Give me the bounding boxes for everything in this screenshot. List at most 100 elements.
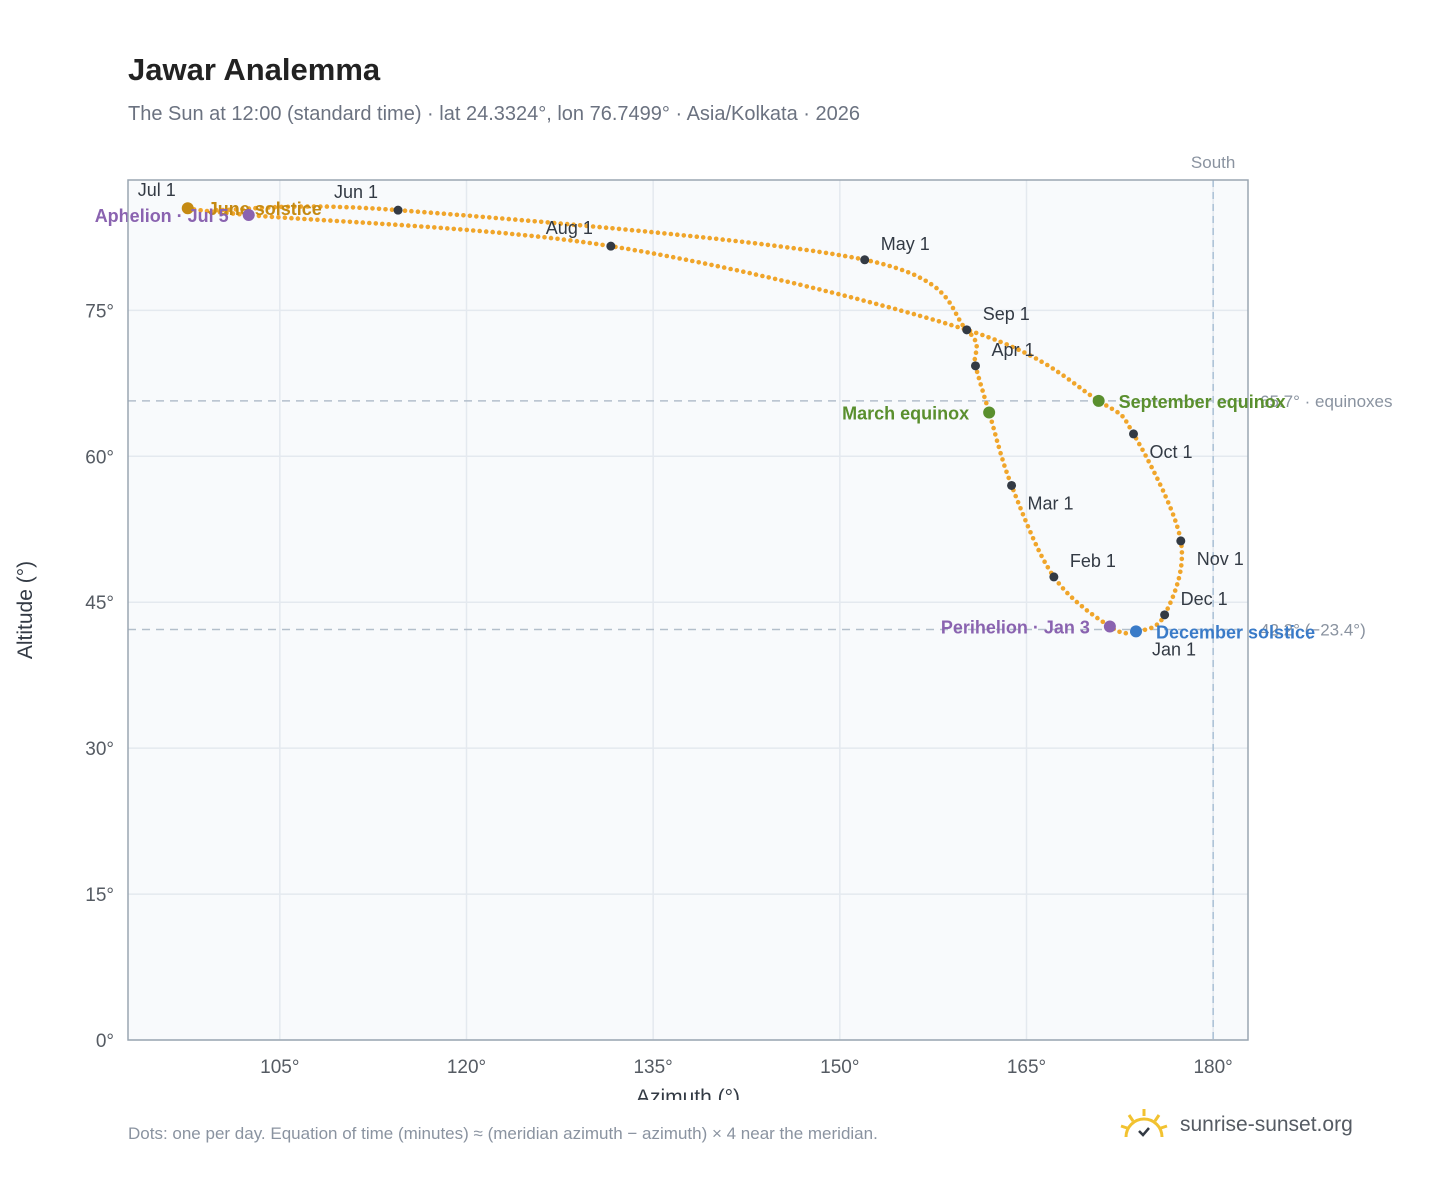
day-dot: [1033, 541, 1039, 547]
day-dot: [996, 444, 1002, 450]
day-dot: [1020, 512, 1026, 517]
day-dot: [670, 254, 676, 260]
x-tick-label: 135°: [633, 1057, 672, 1078]
day-dot: [1013, 493, 1018, 499]
day-dot: [464, 227, 470, 233]
day-dot: [709, 262, 714, 268]
y-tick-label: 75°: [85, 301, 114, 322]
day-dot: [1042, 559, 1047, 564]
day-dot: [726, 238, 732, 243]
day-dot: [383, 207, 388, 212]
day-dot: [1124, 419, 1129, 424]
day-dot: [616, 226, 622, 232]
analemma-chart: South 65.7° · equinoxes 42.2° (−23.4°) Jan…: [14, 153, 1393, 1100]
day-dot: [1065, 590, 1070, 596]
day-dot: [662, 231, 667, 236]
day-dot: [645, 250, 650, 255]
day-dot: [810, 285, 816, 291]
month-label: Jul 1: [138, 180, 176, 200]
day-dot: [830, 251, 835, 257]
day-dot: [1100, 619, 1106, 625]
day-dot: [1023, 518, 1028, 523]
day-dot: [577, 223, 583, 228]
event-dot: [1092, 394, 1105, 407]
day-dot: [370, 206, 375, 211]
day-dot: [905, 270, 911, 275]
day-dot: [953, 311, 959, 317]
day-dot: [989, 419, 995, 425]
day-dot: [855, 256, 861, 261]
day-dot: [535, 234, 541, 239]
day-dot: [490, 229, 496, 235]
day-dot: [298, 204, 304, 209]
day-dot: [519, 217, 525, 223]
day-dot: [886, 304, 892, 310]
day-dot: [1175, 524, 1180, 530]
day-dot: [778, 244, 784, 249]
event-label: Aphelion · Jul 5: [95, 206, 229, 226]
event-label: September equinox: [1119, 392, 1286, 412]
day-dot: [836, 252, 842, 258]
day-dot: [1146, 459, 1151, 464]
day-dot: [978, 382, 983, 387]
day-dot: [785, 279, 790, 285]
day-dot: [619, 245, 625, 251]
day-dot: [874, 260, 880, 265]
day-dot: [272, 204, 278, 210]
day-dot: [564, 221, 570, 227]
day-dot: [760, 273, 765, 279]
day-dot: [1055, 369, 1061, 375]
reference-line-label: 65.7° · equinoxes: [1260, 392, 1393, 411]
day-dot: [451, 226, 457, 232]
day-dot: [638, 249, 644, 254]
month-dot: [1176, 536, 1186, 546]
day-dot: [263, 214, 268, 219]
day-dot: [936, 319, 942, 324]
day-dot: [651, 251, 657, 256]
day-dot: [861, 298, 866, 303]
day-dot: [842, 293, 847, 299]
day-dot: [1179, 563, 1184, 568]
day-dot: [973, 330, 979, 336]
day-dot: [993, 432, 998, 437]
day-dot: [331, 204, 336, 210]
day-dot: [545, 220, 550, 225]
day-dot: [435, 210, 440, 216]
day-dot: [642, 229, 648, 234]
day-dot: [1154, 622, 1160, 627]
day-dot: [1087, 392, 1093, 398]
day-dot: [1095, 615, 1100, 621]
day-dot: [772, 243, 777, 248]
day-dot: [848, 295, 854, 300]
day-dot: [785, 245, 790, 250]
day-dot: [538, 219, 544, 225]
day-dot: [373, 221, 379, 226]
day-dot: [610, 226, 615, 231]
day-dot: [798, 282, 803, 288]
day-dot: [1045, 565, 1051, 570]
event-dot: [181, 202, 194, 215]
day-dot: [980, 388, 985, 393]
month-label: Sep 1: [983, 304, 1030, 324]
brand[interactable]: sunrise-sunset.org: [1118, 1100, 1353, 1150]
day-dot: [357, 205, 362, 210]
sunrise-logo-icon: [1120, 1109, 1168, 1138]
month-dot: [393, 205, 403, 215]
day-dot: [911, 311, 917, 317]
day-dot: [561, 237, 567, 242]
day-dot: [746, 240, 751, 245]
day-dot: [574, 238, 580, 244]
day-dot: [516, 232, 521, 237]
day-dot: [1140, 447, 1145, 453]
day-dot: [1004, 342, 1009, 347]
day-dot: [984, 400, 989, 406]
day-dot: [829, 290, 835, 295]
day-dot: [376, 206, 382, 212]
y-tick-label: 0°: [96, 1031, 114, 1052]
day-dot: [713, 236, 719, 242]
day-dot: [253, 205, 258, 211]
event-label: June solstice: [208, 199, 322, 219]
analemma-curve: [185, 204, 1185, 636]
day-dot: [445, 226, 450, 231]
day-dot: [198, 208, 203, 213]
